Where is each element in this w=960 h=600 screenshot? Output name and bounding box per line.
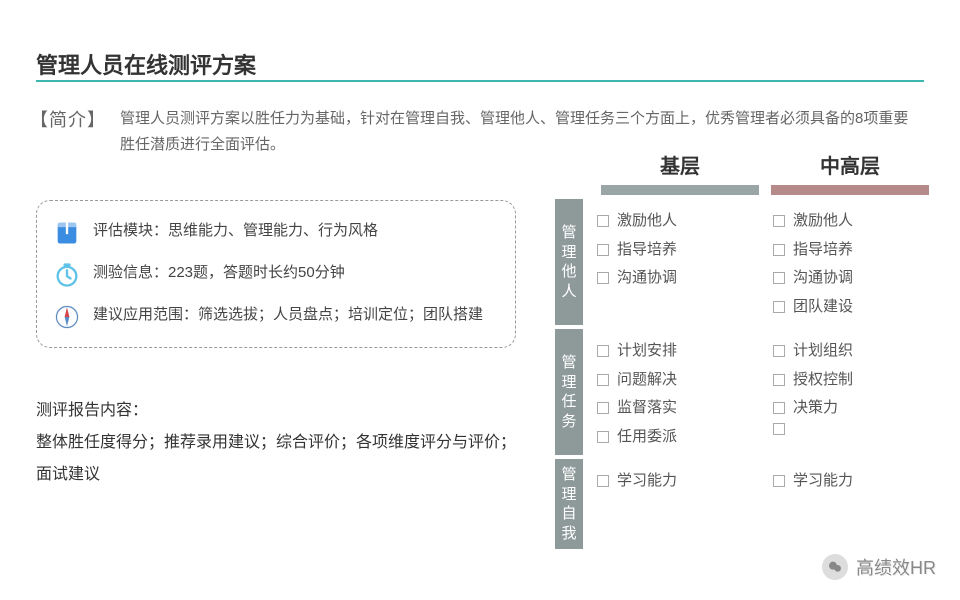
item-label: 沟通协调 — [617, 264, 677, 293]
clock-icon — [53, 261, 81, 289]
checkbox-icon — [773, 244, 785, 256]
checkbox-icon — [597, 475, 609, 487]
list-item: 计划安排 — [597, 337, 753, 366]
column-header: 基层 — [595, 150, 765, 179]
list-item — [773, 423, 929, 435]
list-item: 学习能力 — [773, 467, 929, 496]
list-item: 指导培养 — [773, 236, 929, 265]
checkbox-icon — [773, 475, 785, 487]
info-text: 评估模块：思维能力、管理能力、行为风格 — [93, 219, 378, 243]
item-label: 计划组织 — [793, 337, 853, 366]
list-item: 授权控制 — [773, 366, 929, 395]
list-item: 沟通协调 — [773, 264, 929, 293]
section-label: 管理他人 — [555, 199, 583, 325]
competency-matrix: 基层中高层管理他人激励他人指导培养沟通协调激励他人指导培养沟通协调团队建设管理任… — [555, 150, 935, 549]
checkbox-icon — [773, 345, 785, 357]
list-item: 沟通协调 — [597, 264, 753, 293]
column-header: 中高层 — [765, 150, 935, 179]
item-label: 任用委派 — [617, 423, 677, 452]
info-text: 建议应用范围：筛选选拔；人员盘点；培训定位；团队搭建 — [93, 303, 483, 327]
checkbox-icon — [773, 423, 785, 435]
checkbox-icon — [597, 215, 609, 227]
checkbox-icon — [773, 301, 785, 313]
checkbox-icon — [597, 431, 609, 443]
info-row: 评估模块：思维能力、管理能力、行为风格 — [53, 219, 499, 247]
list-column: 学习能力 — [583, 459, 759, 549]
list-item: 决策力 — [773, 394, 929, 423]
header-bar — [601, 185, 759, 195]
item-label: 激励他人 — [617, 207, 677, 236]
checkbox-icon — [597, 402, 609, 414]
report-heading: 测评报告内容： — [36, 395, 516, 427]
list-item: 团队建设 — [773, 293, 929, 322]
info-row: 建议应用范围：筛选选拔；人员盘点；培训定位；团队搭建 — [53, 303, 499, 331]
checkbox-icon — [773, 374, 785, 386]
checkbox-icon — [773, 272, 785, 284]
item-label: 学习能力 — [793, 467, 853, 496]
watermark: 高绩效HR — [822, 554, 936, 580]
item-label: 问题解决 — [617, 366, 677, 395]
report-body: 整体胜任度得分；推荐录用建议；综合评价；各项维度评分与评价；面试建议 — [36, 427, 516, 491]
checkbox-icon — [597, 244, 609, 256]
checkbox-icon — [597, 345, 609, 357]
item-label: 指导培养 — [617, 236, 677, 265]
item-label: 计划安排 — [617, 337, 677, 366]
list-item: 任用委派 — [597, 423, 753, 452]
item-label: 学习能力 — [617, 467, 677, 496]
item-label: 授权控制 — [793, 366, 853, 395]
book-icon — [53, 219, 81, 247]
item-label: 团队建设 — [793, 293, 853, 322]
checkbox-icon — [597, 272, 609, 284]
list-column: 计划组织授权控制决策力 — [759, 329, 935, 455]
list-item: 监督落实 — [597, 394, 753, 423]
page-title: 管理人员在线测评方案 — [36, 48, 256, 80]
section-label: 管理任务 — [555, 329, 583, 455]
matrix-section: 管理任务计划安排问题解决监督落实任用委派计划组织授权控制决策力 — [555, 329, 935, 455]
list-item: 激励他人 — [597, 207, 753, 236]
title-underline — [36, 80, 924, 82]
list-column: 计划安排问题解决监督落实任用委派 — [583, 329, 759, 455]
checkbox-icon — [773, 215, 785, 227]
item-label: 监督落实 — [617, 394, 677, 423]
compass-icon — [53, 303, 81, 331]
list-item: 指导培养 — [597, 236, 753, 265]
item-label: 沟通协调 — [793, 264, 853, 293]
list-column: 激励他人指导培养沟通协调 — [583, 199, 759, 325]
info-box: 评估模块：思维能力、管理能力、行为风格测验信息：223题，答题时长约50分钟建议… — [36, 200, 516, 348]
list-column: 激励他人指导培养沟通协调团队建设 — [759, 199, 935, 325]
matrix-section: 管理他人激励他人指导培养沟通协调激励他人指导培养沟通协调团队建设 — [555, 199, 935, 325]
info-row: 测验信息：223题，答题时长约50分钟 — [53, 261, 499, 289]
list-item: 计划组织 — [773, 337, 929, 366]
matrix-section: 管理自我 学习能力 学习能力 — [555, 459, 935, 549]
watermark-text: 高绩效HR — [856, 554, 936, 580]
checkbox-icon — [773, 402, 785, 414]
section-label: 管理自我 — [555, 459, 583, 549]
intro-label: 【简介】 — [30, 106, 106, 132]
item-label: 激励他人 — [793, 207, 853, 236]
item-label: 指导培养 — [793, 236, 853, 265]
header-bar — [771, 185, 929, 195]
list-item: 问题解决 — [597, 366, 753, 395]
checkbox-icon — [597, 374, 609, 386]
list-item: 激励他人 — [773, 207, 929, 236]
item-label: 决策力 — [793, 394, 838, 423]
wechat-icon — [822, 554, 848, 580]
report-block: 测评报告内容： 整体胜任度得分；推荐录用建议；综合评价；各项维度评分与评价；面试… — [36, 395, 516, 491]
list-item: 学习能力 — [597, 467, 753, 496]
info-text: 测验信息：223题，答题时长约50分钟 — [93, 261, 345, 285]
list-column: 学习能力 — [759, 459, 935, 549]
